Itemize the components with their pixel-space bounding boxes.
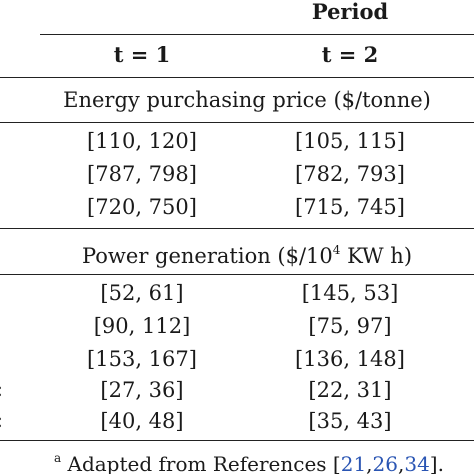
section-rule-1	[0, 122, 474, 123]
reference-separator: ,	[397, 452, 405, 474]
table-cell: [75, 97]	[308, 314, 392, 338]
table-cell: [27, 36]	[100, 378, 184, 402]
table-cell: [153, 167]	[87, 347, 197, 371]
table-cell: [145, 53]	[301, 281, 399, 305]
table-cell: [40, 48]	[100, 409, 184, 433]
table-cell: [787, 798]	[87, 162, 197, 186]
section-rule-3	[0, 274, 474, 275]
cut-off-fragment: :	[0, 408, 3, 432]
period-rule	[40, 34, 474, 35]
header-rule	[0, 77, 474, 78]
column-header-t1: t = 1	[113, 42, 171, 67]
section-title-superscript: 4	[332, 243, 341, 257]
table-cell: [52, 61]	[100, 281, 184, 305]
section-title-prefix: Power generation ($/10	[81, 244, 333, 268]
table-cell: [22, 31]	[308, 378, 392, 402]
table-cell: [90, 112]	[93, 314, 191, 338]
table-cell: [782, 793]	[295, 162, 405, 186]
cut-off-fragment: :	[0, 377, 3, 401]
section-title-energy-purchasing-price: Energy purchasing price ($/tonne)	[63, 88, 431, 112]
table-cell: [105, 115]	[295, 129, 405, 153]
table-bottom-rule	[0, 440, 474, 441]
footnote: a Adapted from References [21,26,34].	[54, 446, 444, 474]
section-rule-2	[0, 228, 474, 229]
footnote-marker: a	[54, 451, 62, 465]
table-cell: [715, 745]	[295, 195, 405, 219]
table-cell: [35, 43]	[308, 409, 392, 433]
footnote-close: ].	[429, 452, 444, 474]
reference-link[interactable]: 21	[340, 452, 367, 474]
column-header-t2: t = 2	[321, 42, 379, 67]
reference-separator: ,	[366, 452, 373, 474]
table-cell: [110, 120]	[87, 129, 197, 153]
footnote-text: Adapted from References [	[61, 452, 341, 474]
table-cell: [136, 148]	[295, 347, 405, 371]
section-title-suffix: KW h)	[340, 244, 413, 268]
reference-link[interactable]: 26	[372, 452, 398, 474]
section-title-power-generation: Power generation ($/104 KW h)	[82, 238, 412, 268]
reference-link[interactable]: 34	[404, 452, 430, 474]
period-header: Period	[311, 0, 389, 24]
table-cell: [720, 750]	[87, 195, 197, 219]
